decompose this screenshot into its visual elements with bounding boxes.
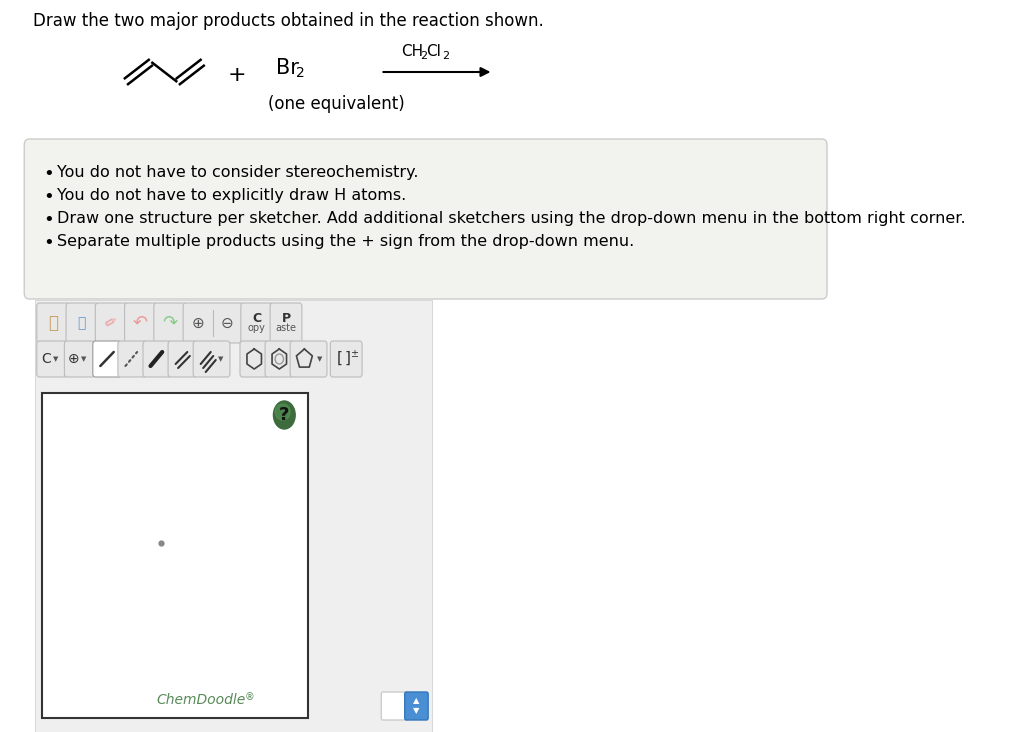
Text: ChemDoodle: ChemDoodle xyxy=(157,693,246,707)
Text: ⊕: ⊕ xyxy=(191,315,205,331)
FancyBboxPatch shape xyxy=(37,303,69,343)
FancyBboxPatch shape xyxy=(95,303,127,343)
FancyBboxPatch shape xyxy=(194,341,230,377)
Text: ]: ] xyxy=(345,351,351,365)
FancyBboxPatch shape xyxy=(65,341,94,377)
Text: ?: ? xyxy=(280,406,290,424)
FancyBboxPatch shape xyxy=(183,303,244,343)
Text: Draw the two major products obtained in the reaction shown.: Draw the two major products obtained in … xyxy=(34,12,544,30)
Text: ▼: ▼ xyxy=(413,706,420,715)
FancyBboxPatch shape xyxy=(168,341,197,377)
Text: ↷: ↷ xyxy=(162,314,177,332)
FancyBboxPatch shape xyxy=(143,341,171,377)
FancyBboxPatch shape xyxy=(125,303,157,343)
Text: ▼: ▼ xyxy=(316,356,323,362)
Text: P: P xyxy=(282,312,291,324)
Text: ▼: ▼ xyxy=(53,356,58,362)
Text: Separate multiple products using the + sign from the drop-down menu.: Separate multiple products using the + s… xyxy=(57,234,634,249)
Text: •: • xyxy=(43,211,54,229)
Text: [: [ xyxy=(337,351,342,365)
FancyBboxPatch shape xyxy=(93,341,121,377)
Text: You do not have to consider stereochemistry.: You do not have to consider stereochemis… xyxy=(57,165,419,180)
FancyBboxPatch shape xyxy=(118,341,146,377)
Text: ✏: ✏ xyxy=(102,313,121,332)
Text: ▲: ▲ xyxy=(413,697,420,706)
Text: CH: CH xyxy=(401,45,424,59)
Text: (one equivalent): (one equivalent) xyxy=(267,95,404,113)
Ellipse shape xyxy=(275,404,290,420)
FancyBboxPatch shape xyxy=(241,303,272,343)
Text: ±: ± xyxy=(350,349,357,359)
Text: 2: 2 xyxy=(296,66,305,80)
Ellipse shape xyxy=(273,401,295,429)
Text: •: • xyxy=(43,165,54,183)
Text: C: C xyxy=(252,312,261,324)
Bar xyxy=(35,300,432,732)
Text: ↶: ↶ xyxy=(133,314,148,332)
Text: You do not have to explicitly draw H atoms.: You do not have to explicitly draw H ato… xyxy=(57,188,407,203)
Text: +: + xyxy=(227,65,246,85)
Text: 2: 2 xyxy=(442,51,450,61)
FancyBboxPatch shape xyxy=(154,303,185,343)
Text: aste: aste xyxy=(275,323,297,333)
Text: ✋: ✋ xyxy=(48,314,57,332)
FancyBboxPatch shape xyxy=(37,341,67,377)
FancyBboxPatch shape xyxy=(404,692,428,720)
FancyBboxPatch shape xyxy=(240,341,268,377)
Text: 🧪: 🧪 xyxy=(78,316,86,330)
FancyBboxPatch shape xyxy=(270,303,302,343)
FancyBboxPatch shape xyxy=(67,303,98,343)
Text: •: • xyxy=(43,188,54,206)
Text: •: • xyxy=(43,234,54,252)
FancyBboxPatch shape xyxy=(265,341,294,377)
FancyBboxPatch shape xyxy=(290,341,327,377)
FancyBboxPatch shape xyxy=(331,341,362,377)
Text: Draw one structure per sketcher. Add additional sketchers using the drop-down me: Draw one structure per sketcher. Add add… xyxy=(57,211,966,226)
FancyBboxPatch shape xyxy=(25,139,827,299)
Text: C: C xyxy=(41,352,51,366)
Text: Br: Br xyxy=(275,58,299,78)
Text: ⊖: ⊖ xyxy=(221,315,233,331)
Text: ®: ® xyxy=(245,692,255,702)
Text: ⊕: ⊕ xyxy=(68,352,80,366)
Text: ▼: ▼ xyxy=(218,356,223,362)
Bar xyxy=(42,393,308,718)
Text: ▼: ▼ xyxy=(81,356,86,362)
Text: Cl: Cl xyxy=(426,45,440,59)
Text: opy: opy xyxy=(248,323,265,333)
FancyBboxPatch shape xyxy=(381,692,409,720)
Text: 2: 2 xyxy=(420,51,427,61)
